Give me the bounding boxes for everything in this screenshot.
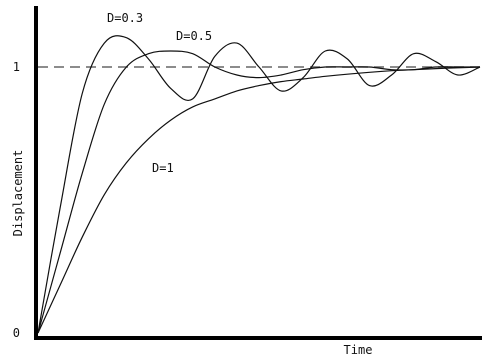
y-axis-label: Displacement bbox=[11, 150, 25, 237]
y-tick-label: 0 bbox=[13, 326, 20, 340]
y-tick-label: 1 bbox=[13, 60, 20, 74]
x-axis-label: Time bbox=[344, 343, 373, 357]
series-label: D=1 bbox=[152, 161, 174, 175]
series-label: D=0.5 bbox=[176, 29, 212, 43]
series-line-d-1 bbox=[37, 66, 481, 334]
series-label: D=0.3 bbox=[107, 11, 143, 25]
series-labels: D=0.3 D=0.5 D=1 bbox=[107, 11, 212, 175]
series-line-d-0-3 bbox=[37, 35, 481, 334]
series-group bbox=[37, 35, 481, 334]
y-tick-labels: 01 bbox=[13, 60, 20, 340]
series-line-d-0-5 bbox=[37, 50, 480, 334]
